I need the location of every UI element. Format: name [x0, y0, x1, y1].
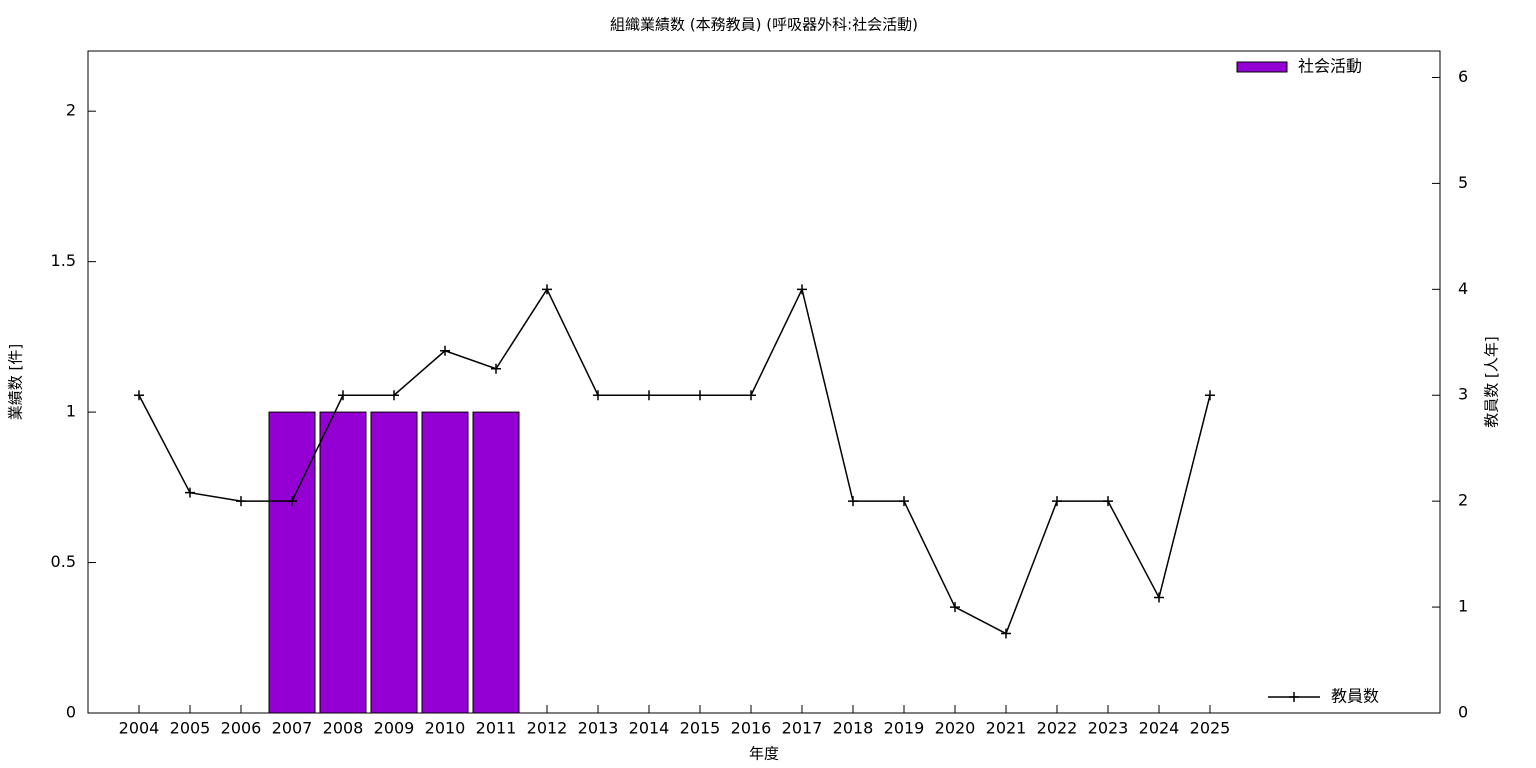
point [899, 496, 909, 507]
legend-label: 社会活動 [1298, 57, 1362, 76]
point [1103, 496, 1113, 507]
legend-label: 教員数 [1331, 687, 1379, 706]
point [440, 345, 450, 356]
point [542, 284, 552, 295]
y2-tick-label: 4 [1458, 279, 1468, 298]
point [1052, 496, 1062, 507]
y2-tick-label: 1 [1458, 597, 1468, 616]
point [593, 390, 603, 401]
x-tick-label: 2018 [833, 719, 874, 738]
x-tick-label: 2013 [578, 719, 619, 738]
x-tick-label: 2011 [476, 719, 517, 738]
y-tick-label: 0 [66, 703, 76, 722]
x-tick-label: 2004 [119, 719, 160, 738]
point [287, 496, 297, 507]
y-tick-label: 2 [66, 101, 76, 120]
x-tick-label: 2025 [1190, 719, 1231, 738]
y-tick-label: 1.5 [51, 251, 76, 270]
point [1001, 628, 1011, 639]
y2-tick-label: 0 [1458, 703, 1468, 722]
y2-axis-label: 教員数 [人年] [1483, 336, 1501, 427]
point [236, 496, 246, 507]
point [389, 390, 399, 401]
x-tick-label: 2017 [782, 719, 823, 738]
bar [319, 411, 367, 714]
bar [472, 411, 520, 714]
point [644, 390, 654, 401]
line [138, 287, 1211, 635]
y2-tick-label: 6 [1458, 67, 1468, 86]
plot-frame [87, 50, 1441, 714]
x-tick-label: 2008 [323, 719, 364, 738]
point [746, 390, 756, 401]
x-tick-label: 2015 [680, 719, 721, 738]
y-axis-label: 業績数 [件] [7, 344, 25, 420]
point [134, 390, 144, 401]
x-tick-label: 2024 [1139, 719, 1180, 738]
chart-title: 組織業績数 (本務教員) (呼吸器外科:社会活動) [610, 16, 918, 34]
point [1154, 592, 1164, 603]
point [1205, 390, 1215, 401]
x-tick-label: 2005 [170, 719, 211, 738]
point [491, 363, 501, 374]
x-tick-label: 2007 [272, 719, 313, 738]
bar [421, 411, 469, 714]
y-tick-label: 1 [66, 402, 76, 421]
x-tick-label: 2021 [986, 719, 1027, 738]
x-tick-label: 2022 [1037, 719, 1078, 738]
y2-tick-label: 3 [1458, 385, 1468, 404]
y-tick-label: 0.5 [51, 552, 76, 571]
x-tick-label: 2020 [935, 719, 976, 738]
y2-tick-label: 5 [1458, 173, 1468, 192]
point [797, 284, 807, 295]
legend-swatch [1289, 692, 1299, 702]
y2-tick-label: 2 [1458, 491, 1468, 510]
legend-swatch [1236, 61, 1288, 73]
x-tick-label: 2023 [1088, 719, 1129, 738]
bar [370, 411, 418, 714]
bar [268, 411, 316, 714]
x-axis-label: 年度 [749, 745, 779, 763]
x-tick-label: 2009 [374, 719, 415, 738]
x-tick-label: 2014 [629, 719, 670, 738]
point [950, 602, 960, 613]
x-tick-label: 2010 [425, 719, 466, 738]
point [695, 390, 705, 401]
point [338, 390, 348, 401]
x-tick-label: 2016 [731, 719, 772, 738]
x-tick-label: 2012 [527, 719, 568, 738]
point [185, 487, 195, 498]
x-tick-label: 2019 [884, 719, 925, 738]
x-tick-label: 2006 [221, 719, 262, 738]
point [848, 496, 858, 507]
